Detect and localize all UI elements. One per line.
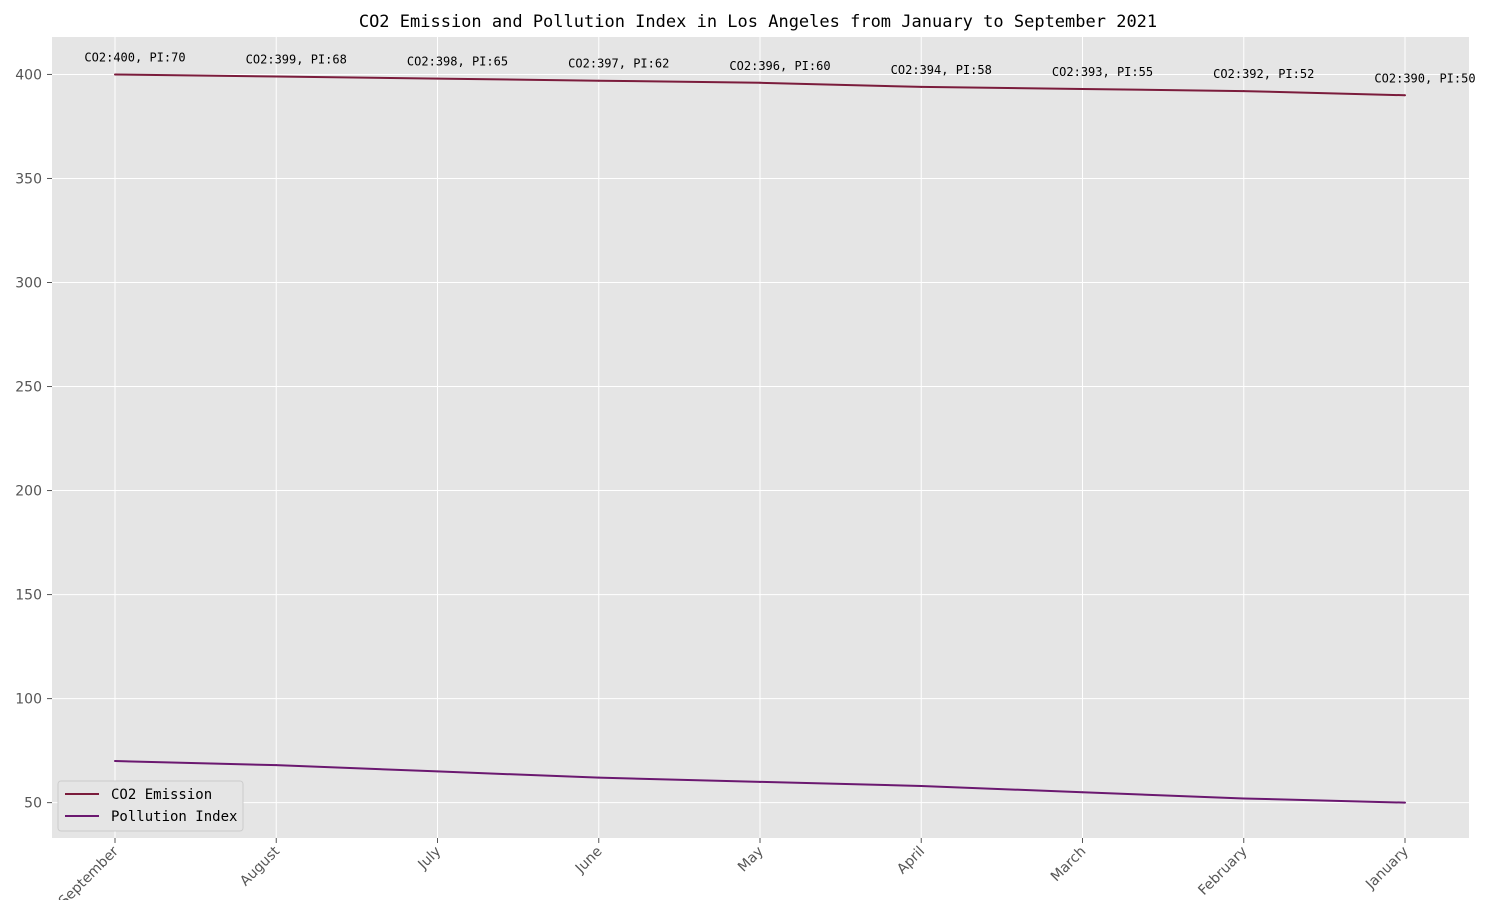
data-label: CO2:393, PI:55 xyxy=(1052,65,1153,79)
data-label: CO2:398, PI:65 xyxy=(407,55,508,69)
x-tick-label: March xyxy=(1048,844,1089,885)
data-label: CO2:396, PI:60 xyxy=(729,59,830,73)
data-point xyxy=(436,77,439,80)
x-tick-label: May xyxy=(735,844,767,876)
grid xyxy=(52,37,1469,838)
data-label: CO2:390, PI:50 xyxy=(1374,71,1475,85)
x-tick-label: August xyxy=(237,843,283,889)
data-point xyxy=(275,764,278,767)
y-tick-label: 150 xyxy=(15,588,42,604)
x-tick-label: April xyxy=(894,844,928,878)
x-tick-label: July xyxy=(414,844,444,874)
legend: CO2 Emission Pollution Index xyxy=(57,780,244,832)
data-point xyxy=(114,73,116,76)
data-point xyxy=(759,81,761,84)
data-labels: CO2:400, PI:70 CO2:399, PI:68 CO2:398, PI:… xyxy=(84,50,1475,85)
y-tick-label: 250 xyxy=(15,380,42,396)
x-tick-label: February xyxy=(1195,844,1250,899)
y-tick-label: 50 xyxy=(24,796,42,812)
data-point xyxy=(436,770,439,773)
data-label: CO2:394, PI:58 xyxy=(891,63,992,77)
data-point xyxy=(759,780,761,783)
data-label: CO2:400, PI:70 xyxy=(84,50,185,64)
data-label: CO2:399, PI:68 xyxy=(246,53,347,67)
y-tick-label: 300 xyxy=(15,276,42,292)
data-point xyxy=(275,75,278,78)
chart-title: CO2 Emission and Pollution Index in Los … xyxy=(359,12,1157,32)
y-tick-label: 350 xyxy=(15,171,42,187)
legend-box xyxy=(57,780,244,832)
data-point xyxy=(920,784,923,787)
y-tick-label: 400 xyxy=(15,67,42,83)
y-axis-ticks: 50 100 150 200 250 300 350 400 xyxy=(15,67,52,812)
data-point xyxy=(597,776,600,779)
data-point xyxy=(920,85,923,88)
data-label: CO2:392, PI:52 xyxy=(1213,67,1314,81)
data-point xyxy=(114,760,116,763)
legend-label: Pollution Index xyxy=(111,809,237,825)
data-label: CO2:397, PI:62 xyxy=(568,57,669,71)
data-point xyxy=(1242,797,1245,800)
data-point xyxy=(1404,801,1406,804)
data-point xyxy=(1081,88,1084,91)
x-tick-label: June xyxy=(572,844,606,878)
x-tick-label: September xyxy=(56,843,122,900)
x-tick-label: January xyxy=(1362,844,1412,894)
legend-label: CO2 Emission xyxy=(111,787,212,803)
data-point xyxy=(1404,94,1406,97)
y-tick-label: 100 xyxy=(15,692,42,708)
series-lines xyxy=(114,73,1406,804)
data-point xyxy=(1242,90,1245,93)
y-tick-label: 200 xyxy=(15,484,42,500)
x-axis-ticks: September August July June May April March Febr… xyxy=(56,838,1412,900)
data-point xyxy=(597,79,600,82)
data-point xyxy=(1081,791,1084,794)
